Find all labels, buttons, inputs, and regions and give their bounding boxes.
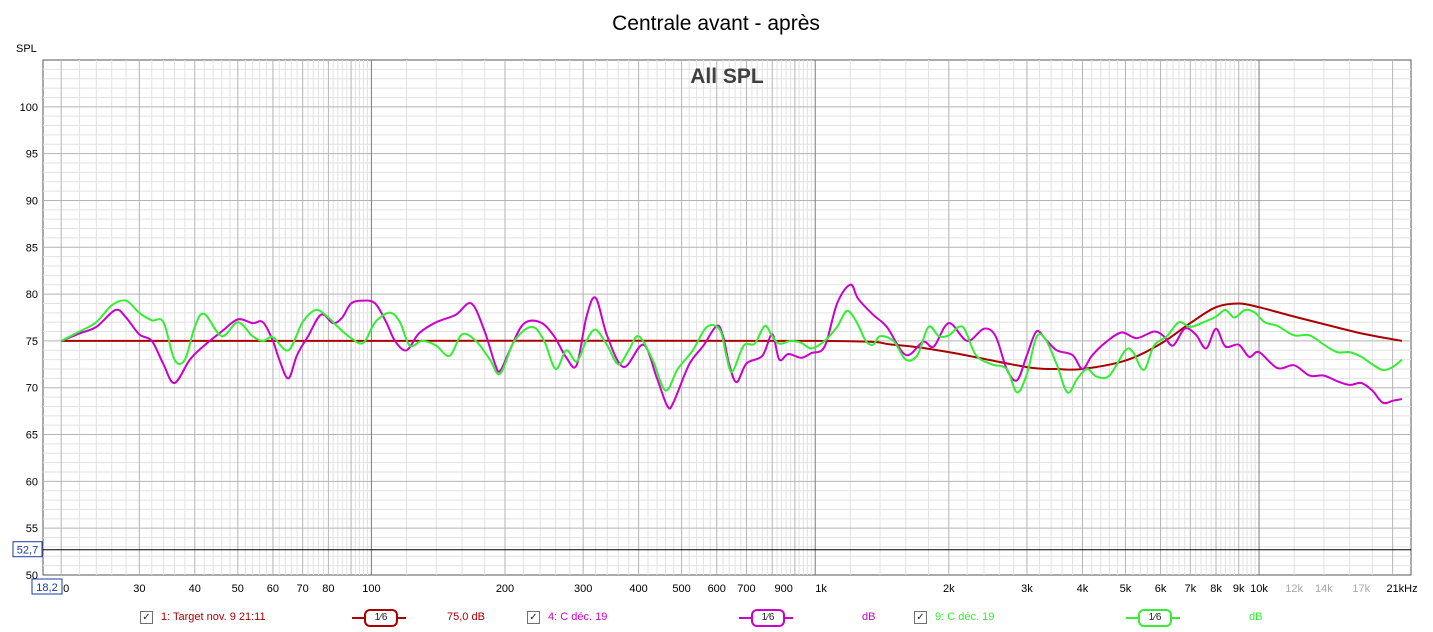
legend-value: 75,0 dB [447,611,485,623]
x-tick-label: 600 [708,583,726,595]
x-tick-label: 3k [1021,583,1033,595]
plot-area[interactable] [42,59,1412,576]
legend-checkbox[interactable]: ✓ [140,610,153,624]
x-tick-label: 4k [1077,583,1089,595]
x-tick-label: 6k [1155,583,1167,595]
x-tick-label: 80 [322,583,334,595]
legend-item-c-dec-19-b[interactable]: ✓ 9: C déc. 19 [914,606,994,628]
y-tick-label: 55 [26,523,38,535]
legend-label: 4: C déc. 19 [548,611,608,623]
y-tick-label: 85 [26,242,38,254]
x-axis: 20 30 40 50 60 70 80 100 200 300 400 500 600 700 900 1k… [57,583,1418,595]
x-start-box-frame [31,578,63,595]
legend-value: dB [1249,611,1263,623]
cursor-value-label: 52,7 [17,545,38,557]
smoothing-button[interactable]: 1⁄6 [751,609,785,627]
y-tick-label: 60 [26,476,38,488]
x-tick-label: 1k [815,583,827,595]
y-tick-label: 95 [26,149,38,161]
legend-checkbox[interactable]: ✓ [527,610,540,624]
series-line-2 [60,283,1403,410]
x-start-label: 18,2 [36,582,57,594]
x-tick-label: 30 [133,583,145,595]
cursor-value-box [12,541,43,558]
x-tick-label: 700 [737,583,755,595]
x-tick-label: 900 [775,583,793,595]
x-tick-label: 9k [1233,583,1245,595]
legend-item-c-dec-19-a[interactable]: ✓ 4: C déc. 19 [527,606,607,628]
legend-value: dB [862,611,876,623]
x-tick-label: 200 [496,583,514,595]
x-tick-label: 70 [297,583,309,595]
y-tick-label: 70 [26,383,38,395]
series-lines [60,283,1403,410]
x-tick-label: 21kHz [1386,583,1417,595]
legend-item-target[interactable]: ✓ 1: Target nov. 9 21:11 [140,606,266,628]
x-tick-label: 14k [1315,583,1333,595]
x-tick-label: 300 [574,583,592,595]
x-tick-label: 100 [362,583,380,595]
chart-subtitle: All SPL [690,65,764,88]
x-tick-label: 500 [672,583,690,595]
x-tick-label: 7k [1184,583,1196,595]
smoothing-button[interactable]: 1⁄6 [1138,609,1172,627]
legend: ✓ 1: Target nov. 9 21:11 1⁄6 75,0 dB ✓ 4… [0,606,1433,628]
x-tick-label: 50 [232,583,244,595]
x-range-start-box[interactable]: 18,2 [31,578,63,595]
y-tick-label: 80 [26,289,38,301]
legend-label: 1: Target nov. 9 21:11 [161,611,266,623]
y-axis-label: SPL [16,43,37,55]
x-tick-label: 40 [189,583,201,595]
x-tick-label: 60 [267,583,279,595]
y-tick-label: 75 [26,336,38,348]
x-tick-label: 12k [1285,583,1303,595]
x-tick-label: 10k [1250,583,1268,595]
x-tick-label: 8k [1210,583,1222,595]
x-tick-label: 400 [629,583,647,595]
x-tick-label: 5k [1120,583,1132,595]
cursor-line[interactable]: 52,7 [12,541,1411,558]
y-tick-label: 90 [26,195,38,207]
smoothing-button[interactable]: 1⁄6 [364,609,398,627]
series-line-3 [60,299,1403,394]
y-tick-label: 65 [26,430,38,442]
x-tick-label: 2k [943,583,955,595]
legend-checkbox[interactable]: ✓ [914,610,927,624]
x-tick-label: 17k [1352,583,1370,595]
y-tick-label: 100 [20,102,38,114]
legend-label: 9: C déc. 19 [935,611,995,623]
chart-title: Centrale avant - après [612,12,820,35]
